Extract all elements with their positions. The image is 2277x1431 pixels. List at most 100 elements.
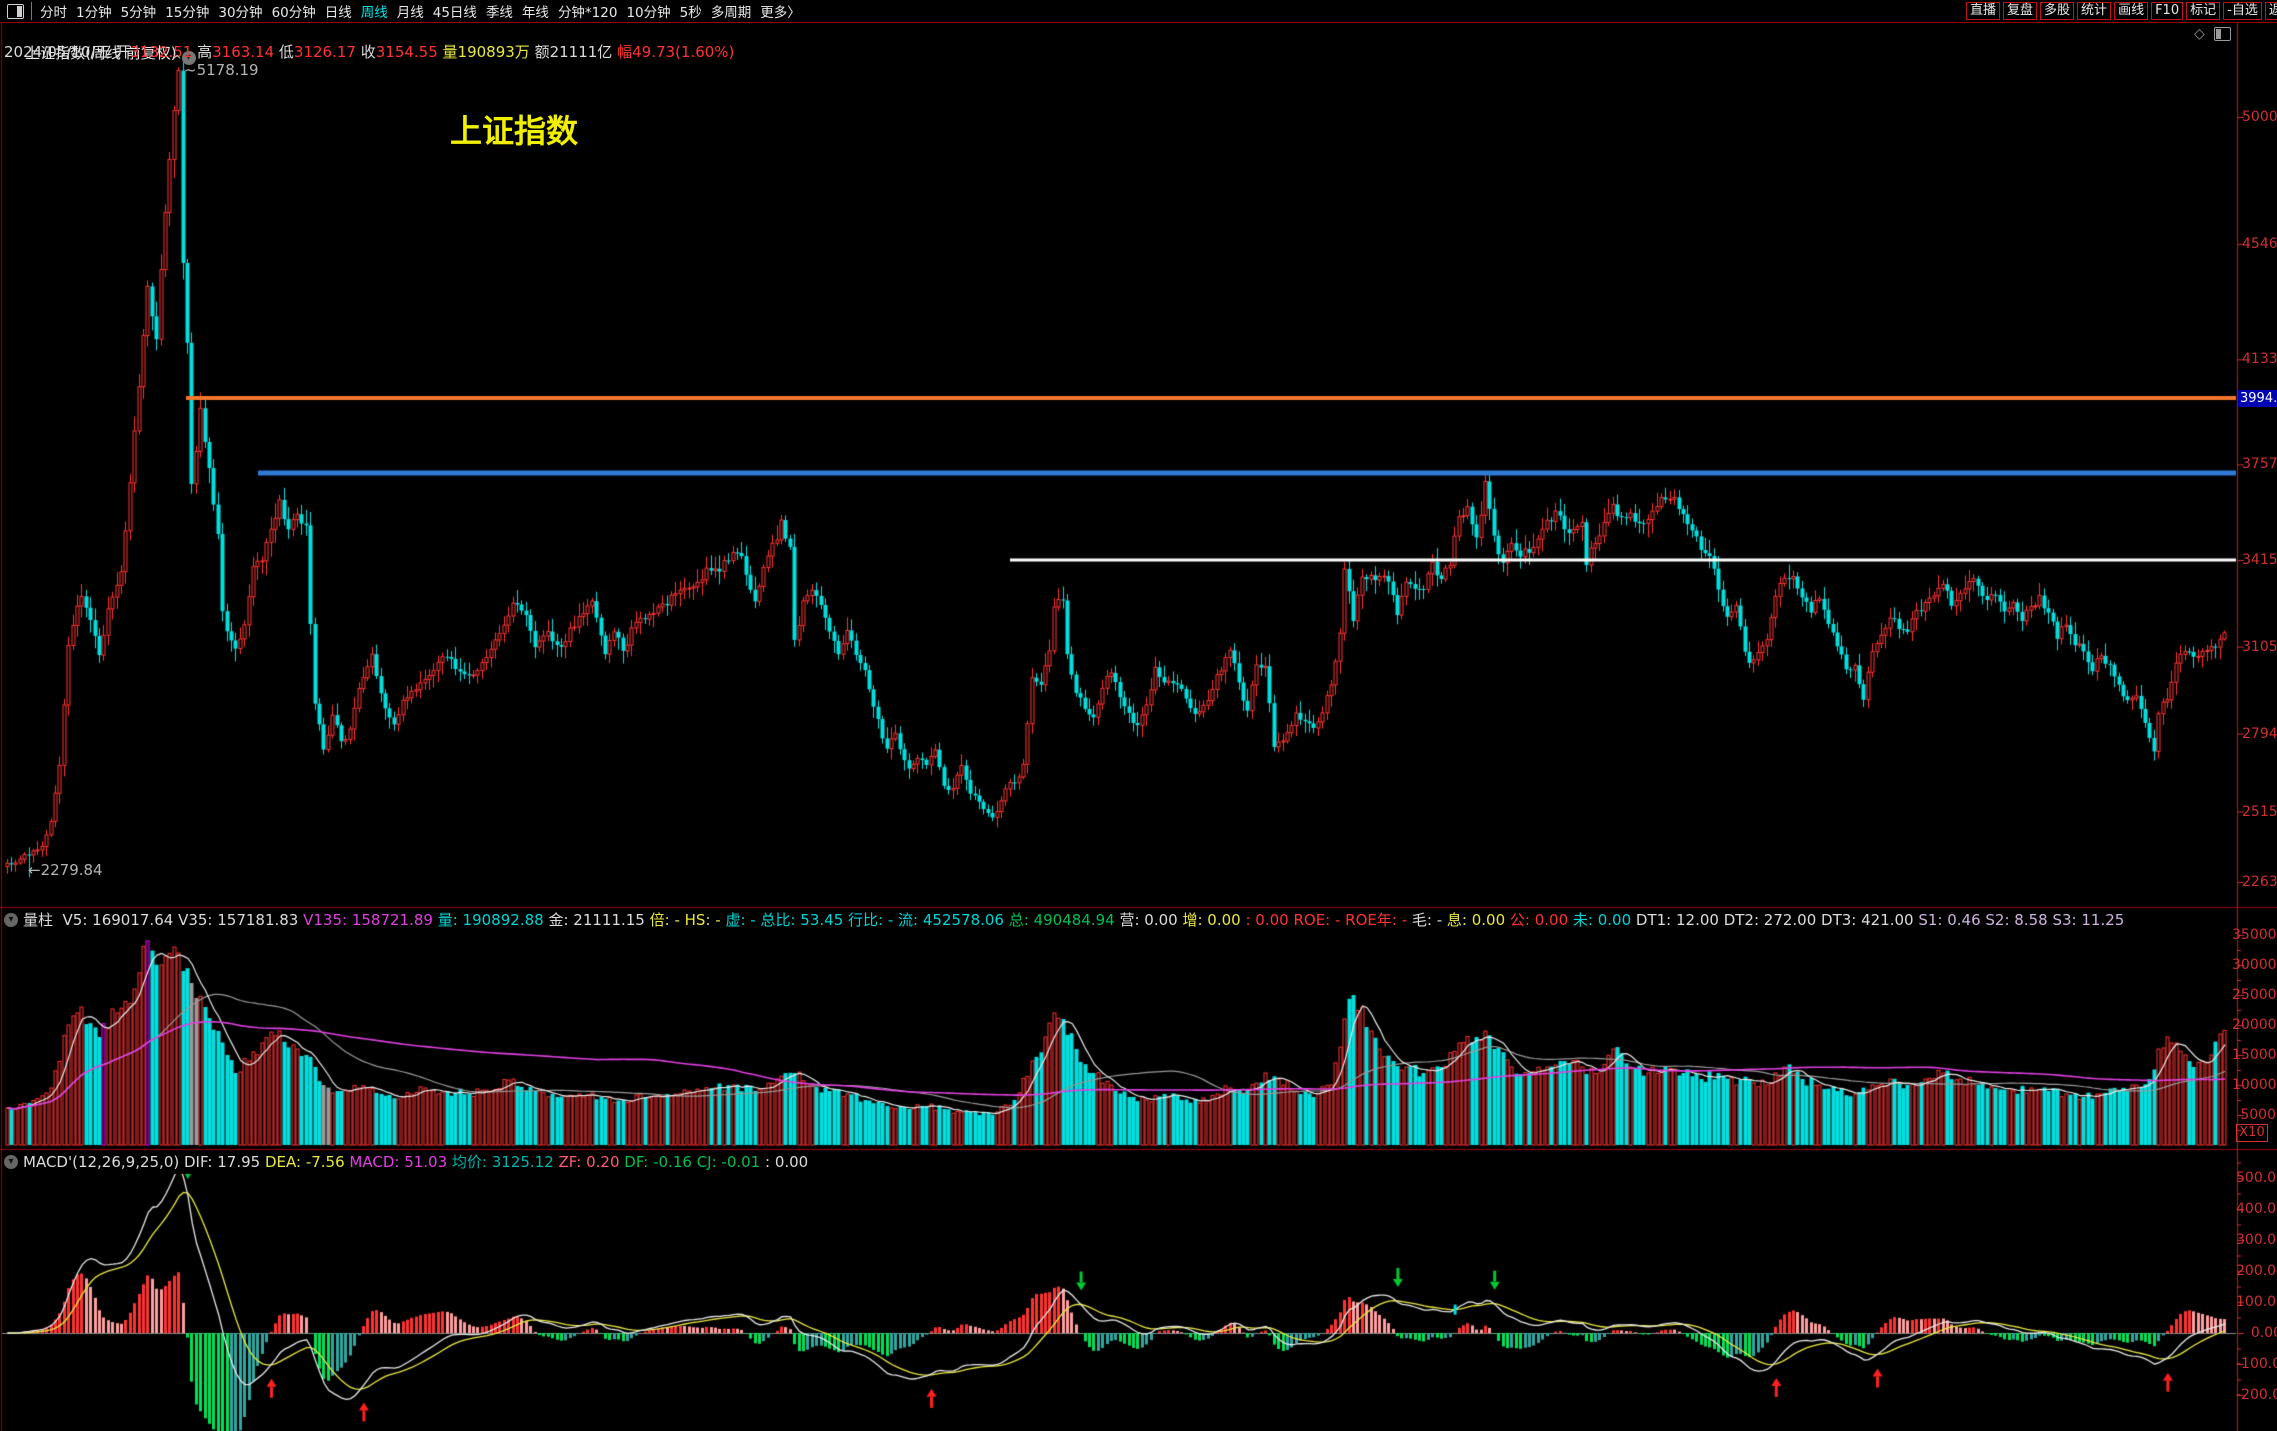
price-axis-label: 2794 bbox=[2242, 725, 2277, 742]
vol-header-segment-20: 未: 0.00 bbox=[1572, 911, 1636, 929]
vol-header-segment-2: V35: 157181.83 bbox=[178, 910, 304, 929]
info-segment-2: 3132.51 bbox=[130, 43, 198, 61]
vol-header-segment-9: 总比: 53.45 bbox=[760, 911, 849, 929]
info-segment-12: 21111亿 bbox=[549, 43, 618, 61]
tab-period-12[interactable]: 分钟*120 bbox=[557, 5, 618, 21]
tab-period-7[interactable]: 周线 bbox=[360, 5, 388, 21]
price-axis-label: 4546 bbox=[2242, 235, 2277, 252]
info-segment-10: 190893万 bbox=[457, 43, 535, 61]
vol-header-segment-14: 增: 0.00 bbox=[1182, 911, 1246, 929]
macd-axis-label: -200.00 bbox=[2236, 1387, 2277, 1403]
toolbar-button-1[interactable]: 复盘 bbox=[2003, 2, 2038, 20]
price-level-tag: 3994.2 bbox=[2238, 390, 2277, 408]
toolbar-button-8[interactable]: 返回 bbox=[2264, 2, 2277, 20]
info-segment-11: 额 bbox=[534, 43, 550, 61]
volume-multiplier-badge: X10 bbox=[2236, 1124, 2268, 1142]
vol-header-segment-15: : 0.00 bbox=[1245, 910, 1294, 929]
macd-header-segment-1: DIF: 17.95 bbox=[183, 1152, 265, 1171]
symbol-title: 上证指数(周线 前复权) ▾ bbox=[6, 24, 196, 83]
info-segment-0: 2024/05/10/五 bbox=[4, 43, 116, 61]
info-segment-9: 量 bbox=[442, 43, 458, 61]
index-watermark: 上证指数 bbox=[450, 112, 579, 150]
symbol-title-text: 上证指数(周线 前复权) bbox=[25, 44, 177, 62]
peak-annotation: ~5178.19 bbox=[184, 61, 259, 79]
info-segment-4: 3163.14 bbox=[212, 43, 279, 61]
tab-period-11[interactable]: 年线 bbox=[521, 5, 549, 21]
info-segment-5: 低 bbox=[278, 43, 294, 61]
vol-header-segment-22: S1: 0.46 S2: 8.58 S3: 11.25 bbox=[1918, 910, 2125, 929]
tab-period-6[interactable]: 日线 bbox=[324, 5, 352, 21]
macd-header-segment-5: ZF: 0.20 bbox=[558, 1152, 625, 1171]
tab-period-3[interactable]: 15分钟 bbox=[165, 5, 210, 21]
toolbar-button-4[interactable]: 画线 bbox=[2114, 2, 2149, 20]
macd-axis-label: 300.00 bbox=[2236, 1232, 2277, 1248]
tab-period-15[interactable]: 多周期 bbox=[710, 5, 752, 21]
tab-period-8[interactable]: 月线 bbox=[396, 5, 424, 21]
corner-icons: ◇ bbox=[2194, 26, 2231, 42]
vol-header-segment-16: ROE: - ROE年: - bbox=[1293, 911, 1412, 929]
vol-header-segment-7: HS: - bbox=[684, 910, 726, 929]
macd-header-segment-2: DEA: -7.56 bbox=[264, 1152, 350, 1171]
collapse-icon[interactable]: ▾ bbox=[4, 1154, 18, 1169]
macd-axis-label: 100.00 bbox=[2236, 1294, 2277, 1310]
vol-header-segment-1: V5: 169017.64 bbox=[62, 910, 179, 929]
panel-split-icon[interactable] bbox=[2213, 27, 2231, 41]
price-axis-label: 4133 bbox=[2242, 351, 2277, 368]
diamond-icon[interactable]: ◇ bbox=[2194, 26, 2205, 42]
menu-divider bbox=[31, 2, 32, 20]
tab-period-1[interactable]: 1分钟 bbox=[76, 5, 112, 21]
peak-caret: ^ bbox=[172, 53, 183, 67]
chevron-down-icon[interactable]: ▾ bbox=[181, 51, 196, 65]
volume-axis-label: 35000 bbox=[2232, 927, 2277, 943]
toolbar-button-6[interactable]: 标记 bbox=[2186, 2, 2221, 20]
vol-header-segment-5: 金: 21111.15 bbox=[548, 911, 650, 929]
collapse-icon[interactable]: ▾ bbox=[4, 912, 18, 927]
price-axis-label: 2515 bbox=[2242, 803, 2277, 820]
toolbar-button-5[interactable]: F10 bbox=[2151, 2, 2184, 20]
info-segment-13: 幅 bbox=[617, 43, 633, 61]
toolbar-button-3[interactable]: 统计 bbox=[2077, 2, 2112, 20]
tab-period-4[interactable]: 30分钟 bbox=[218, 5, 263, 21]
tab-period-14[interactable]: 5秒 bbox=[679, 5, 702, 21]
toolbar-button-7[interactable]: -自选 bbox=[2223, 2, 2262, 20]
volume-axis-label: 20000 bbox=[2232, 1017, 2277, 1033]
vol-header-segment-12: 总: 490484.94 bbox=[1008, 911, 1120, 929]
macd-axis-label: -100.00 bbox=[2236, 1356, 2277, 1372]
tab-period-16[interactable]: 更多〉 bbox=[760, 5, 801, 21]
macd-header: ▾ MACD'(12,26,9,25,0) DIF: 17.95 DEA: -7… bbox=[4, 1151, 808, 1172]
price-axis-label: 3757 bbox=[2242, 456, 2277, 473]
toolbar-button-2[interactable]: 多股 bbox=[2040, 2, 2075, 20]
macd-header-segment-3: MACD: 51.03 bbox=[349, 1152, 452, 1171]
volume-axis-label: 5000 bbox=[2240, 1107, 2276, 1123]
vol-header-segment-13: 营: 0.00 bbox=[1119, 911, 1183, 929]
vol-header-segment-11: 流: 452578.06 bbox=[898, 911, 1009, 929]
vol-header-segment-21: DT1: 12.00 DT2: 272.00 DT3: 421.00 bbox=[1635, 910, 1919, 929]
macd-header-segment-7: CJ: -0.01 bbox=[696, 1152, 765, 1171]
info-segment-6: 3126.17 bbox=[293, 43, 361, 61]
tab-period-9[interactable]: 45日线 bbox=[432, 5, 477, 21]
tab-period-0[interactable]: 分时 bbox=[40, 5, 67, 21]
vol-header-segment-4: 量: 190892.88 bbox=[437, 911, 549, 929]
macd-header-segment-0: MACD'(12,26,9,25,0) bbox=[23, 1152, 184, 1171]
info-segment-7: 收 bbox=[360, 43, 376, 61]
macd-header-segment-6: DF: -0.16 bbox=[624, 1152, 697, 1171]
macd-header-segment-4: 均价: 3125.12 bbox=[451, 1153, 559, 1171]
tab-period-10[interactable]: 季线 bbox=[485, 5, 513, 21]
vol-header-segment-0: 量柱 bbox=[23, 911, 63, 929]
volume-axis-label: 10000 bbox=[2232, 1077, 2277, 1093]
tab-period-13[interactable]: 10分钟 bbox=[626, 5, 671, 21]
window-layout-icon[interactable] bbox=[7, 4, 24, 19]
macd-axis-label: 0.00 bbox=[2250, 1325, 2277, 1341]
tab-period-2[interactable]: 5分钟 bbox=[120, 5, 157, 21]
vol-header-segment-10: 行比: - bbox=[848, 911, 899, 929]
price-axis-label: 5000 bbox=[2242, 109, 2277, 125]
info-segment-8: 3154.55 bbox=[375, 43, 443, 61]
vol-header-segment-8: 虚: - bbox=[725, 911, 761, 929]
volume-header: ▾ 量柱 V5: 169017.64 V35: 157181.83 V135: … bbox=[4, 909, 2124, 930]
tab-period-5[interactable]: 60分钟 bbox=[271, 5, 316, 21]
toolbar-button-0[interactable]: 直播 bbox=[1966, 2, 2001, 20]
volume-axis-label: 25000 bbox=[2232, 987, 2277, 1003]
